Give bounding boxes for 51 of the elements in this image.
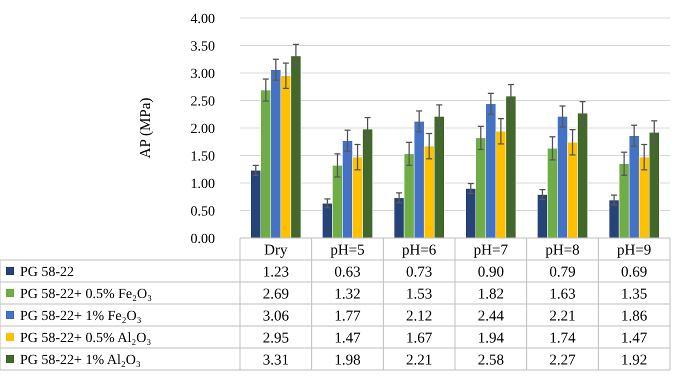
y-tick-label: 1.00: [190, 176, 215, 192]
data-label: 1.94: [478, 330, 504, 346]
y-tick-label: 4.00: [190, 12, 215, 27]
legend-label: PG 58-22+ 0.5% Al₂O₃: [20, 330, 152, 346]
data-label: 0.63: [334, 264, 361, 280]
data-label: 2.27: [549, 352, 576, 368]
legend-label: PG 58-22+ 1% Al₂O₃: [20, 352, 141, 368]
x-tick-label: pH=9: [617, 242, 652, 258]
data-label: 2.21: [406, 352, 432, 368]
legend-label: PG 58-22+ 1% Fe₂O₃: [20, 308, 142, 324]
data-label: 3.06: [262, 308, 290, 324]
data-label: 1.47: [621, 330, 648, 346]
data-label: 2.58: [478, 352, 504, 368]
x-tick-label: pH=5: [330, 242, 365, 258]
y-tick-label: 1.50: [190, 149, 215, 164]
data-label: 0.73: [406, 264, 432, 280]
legend-label: PG 58-22+ 0.5% Fe₂O₃: [20, 286, 152, 302]
data-label: 3.31: [262, 352, 289, 368]
y-tick-label: 0.50: [190, 204, 215, 220]
y-axis-title: AP (MPa): [138, 98, 154, 158]
data-label: 1.63: [549, 286, 576, 302]
x-tick-label: pH=8: [545, 242, 580, 258]
data-label: 0.90: [478, 264, 504, 280]
data-label: 0.69: [621, 264, 648, 280]
data-label: 1.47: [334, 330, 362, 346]
data-label: 1.98: [334, 352, 361, 368]
data-label: 1.82: [478, 286, 504, 302]
x-tick-label: pH=7: [474, 242, 508, 258]
x-tick-label: pH=6: [402, 242, 437, 258]
data-label: 2.12: [406, 308, 432, 324]
data-label: 1.67: [406, 330, 433, 346]
data-label: 2.44: [478, 308, 504, 324]
y-tick-label: 0.00: [190, 232, 215, 247]
data-label: 2.21: [549, 308, 576, 324]
data-label: 1.86: [621, 308, 648, 324]
legend-label: PG 58-22: [20, 264, 74, 280]
x-tick-label: Dry: [264, 242, 288, 258]
data-label: 1.77: [334, 308, 362, 324]
data-label: 1.32: [334, 286, 361, 302]
y-tick-label: 2.00: [190, 122, 215, 137]
data-label: 2.69: [262, 286, 289, 302]
data-label: 1.53: [406, 286, 432, 302]
data-label: 0.79: [549, 264, 576, 280]
data-label: 1.92: [621, 352, 648, 368]
data-label: 1.23: [262, 264, 289, 280]
data-label: 1.74: [549, 330, 576, 346]
data-label: 1.35: [621, 286, 648, 302]
y-tick-label: 3.00: [190, 66, 215, 82]
y-tick-label: 3.50: [190, 39, 215, 54]
data-label: 2.95: [262, 330, 289, 346]
y-tick-label: 2.50: [190, 94, 215, 110]
